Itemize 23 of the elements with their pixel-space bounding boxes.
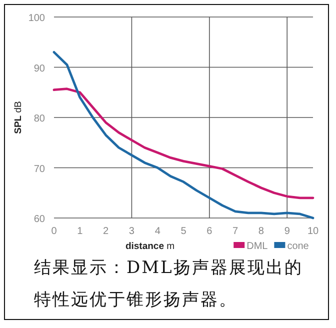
x-tick-label: 2 xyxy=(103,226,110,237)
x-tick-label: 7 xyxy=(232,226,239,237)
x-tick-label: 1 xyxy=(77,226,84,237)
text: 结果显示：DML扬声器展现出的特性远优于锥形扬声器。 xyxy=(34,257,304,312)
x-tick-label: 5 xyxy=(180,226,187,237)
x-tick-label: 8 xyxy=(258,226,264,237)
x-axis-title: distance m xyxy=(125,241,175,252)
x-tick-label: 6 xyxy=(206,226,213,237)
y-tick-label: 80 xyxy=(34,114,46,124)
y-tick-label: 70 xyxy=(34,164,46,175)
y-tick-label: 100 xyxy=(28,13,46,24)
y-tick-label: 90 xyxy=(34,63,46,74)
y-axis-title: SPL dB xyxy=(13,101,24,134)
line-series xyxy=(52,88,314,200)
legend-label: DML xyxy=(246,241,268,252)
line-series xyxy=(52,50,314,220)
x-tick-label: 3 xyxy=(128,226,135,237)
x-tick-label: 9 xyxy=(284,226,290,237)
legend-label: cone xyxy=(287,241,310,252)
x-tick-label: 0 xyxy=(51,226,58,237)
x-tick-label: 4 xyxy=(154,226,161,237)
x-tick-label: 10 xyxy=(307,226,319,237)
y-tick-label: 60 xyxy=(34,214,46,225)
